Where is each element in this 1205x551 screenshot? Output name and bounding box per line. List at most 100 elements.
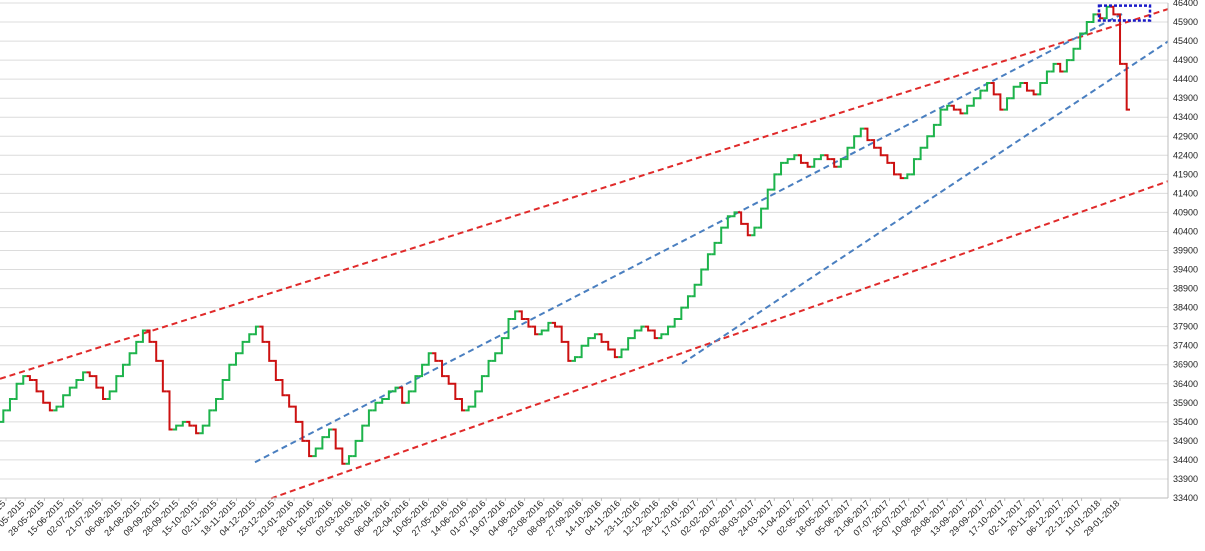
price-segment — [571, 356, 579, 362]
price-segment — [0, 409, 7, 423]
price-segment — [618, 348, 625, 359]
y-tick-label: 41900 — [1173, 169, 1198, 179]
price-segment — [239, 340, 246, 355]
price-segment — [192, 424, 200, 435]
price-segment — [844, 146, 851, 161]
price-segment — [33, 378, 40, 393]
y-tick-label: 33900 — [1173, 474, 1198, 484]
price-segment — [930, 123, 938, 138]
price-segment — [491, 352, 499, 362]
price-segment — [186, 420, 193, 427]
y-tick-label: 45900 — [1173, 17, 1198, 27]
price-segment — [425, 352, 433, 366]
price-segment — [950, 104, 958, 111]
price-segment — [113, 375, 120, 393]
price-segment — [724, 215, 732, 229]
price-segment — [923, 135, 931, 149]
price-segment — [598, 333, 605, 343]
price-segment — [1116, 13, 1124, 65]
price-segment — [305, 439, 313, 458]
price-segment — [857, 127, 865, 138]
price-segment — [850, 135, 858, 149]
price-segment — [445, 375, 452, 385]
price-segment — [1123, 62, 1130, 111]
y-tick-label: 35400 — [1173, 417, 1198, 427]
price-segment — [897, 173, 904, 180]
price-segment — [904, 173, 911, 180]
price-segment — [711, 241, 718, 256]
price-segment — [864, 127, 871, 142]
annotations — [1097, 4, 1152, 22]
price-segment — [405, 390, 413, 404]
price-segment — [245, 333, 253, 343]
grid — [0, 2, 1168, 499]
price-segment — [1110, 5, 1117, 16]
price-segment — [963, 104, 971, 115]
price-segment — [744, 222, 752, 237]
price-segment — [146, 329, 153, 343]
price-segment — [531, 325, 539, 336]
y-tick-label: 45400 — [1173, 36, 1198, 46]
price-segment — [226, 363, 233, 381]
price-segment — [66, 386, 74, 397]
price-segment — [26, 375, 34, 381]
price-segment — [1017, 81, 1024, 88]
price-segment — [46, 401, 54, 412]
price-segment — [664, 325, 672, 336]
price-segment — [584, 337, 592, 347]
price-segment — [432, 352, 439, 362]
price-segment — [890, 161, 898, 176]
price-segment — [219, 378, 226, 400]
price-segment — [525, 318, 532, 328]
price-segment — [638, 325, 645, 332]
y-tick-label: 43900 — [1173, 93, 1198, 103]
price-segment — [352, 439, 359, 458]
price-segment — [325, 428, 333, 439]
price-segment — [797, 154, 805, 164]
price-segment — [884, 154, 891, 164]
price-segment — [604, 340, 612, 351]
price-segment — [691, 283, 698, 298]
price-segment — [877, 146, 885, 157]
price-segment — [990, 81, 998, 96]
price-segment — [578, 344, 585, 359]
price-segment — [977, 89, 984, 100]
price-segment — [943, 104, 951, 111]
price-segment — [478, 375, 486, 393]
price-segment — [458, 398, 466, 412]
price-segment — [212, 398, 220, 412]
price-segment — [757, 207, 765, 229]
price-segment — [658, 333, 665, 340]
price-segment — [139, 329, 147, 343]
price-segment — [365, 409, 373, 427]
price-segment — [206, 409, 213, 427]
price-segment — [1010, 85, 1017, 100]
price-segment — [591, 333, 599, 340]
price-segment — [1103, 5, 1111, 20]
price-segment — [644, 325, 652, 332]
price-segment — [332, 428, 339, 450]
price-segment — [398, 386, 406, 404]
trendline-3 — [681, 40, 1169, 365]
highlight-box-0 — [1097, 4, 1152, 22]
y-tick-label: 38900 — [1173, 284, 1198, 294]
price-segment — [684, 295, 692, 309]
price-segment — [937, 108, 944, 126]
price-segment — [771, 173, 778, 191]
price-segment — [86, 371, 94, 378]
y-tick-label: 34400 — [1173, 455, 1198, 465]
price-segment — [392, 386, 399, 393]
price-segment — [1063, 59, 1071, 73]
price-segment — [159, 359, 167, 393]
price-segment — [126, 352, 133, 366]
price-segment — [252, 325, 260, 336]
price-segment — [19, 375, 27, 385]
price-segment — [671, 318, 678, 328]
y-tick-label: 40400 — [1173, 226, 1198, 236]
price-segment — [777, 161, 785, 176]
price-segment — [910, 158, 918, 176]
price-segment — [292, 405, 300, 423]
price-segment — [6, 398, 14, 412]
